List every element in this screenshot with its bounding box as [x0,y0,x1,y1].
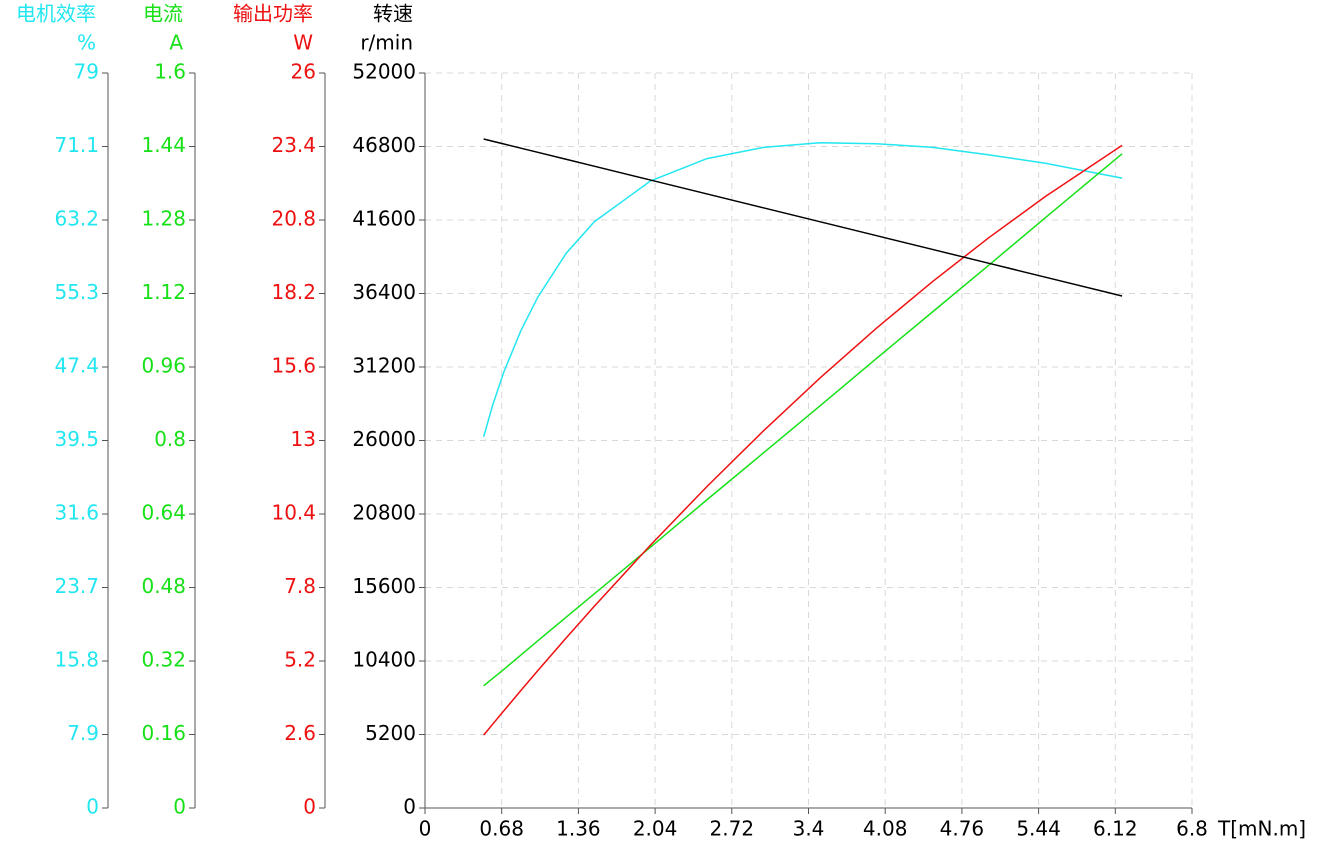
axis-unit: r/min [360,31,413,55]
y-tick-label: 0.8 [154,427,186,451]
y-tick-label: 15.8 [54,648,99,672]
x-tick-label: 1.36 [556,817,601,841]
y-tick-label: 23.4 [271,133,316,157]
y-tick-label: 0.64 [141,501,186,525]
y-tick-label: 79 [74,60,99,84]
y-tick-label: 47.4 [54,354,99,378]
y-tick-label: 26 [291,60,316,84]
x-tick-label: 6.12 [1093,817,1138,841]
y-tick-label: 15600 [352,574,416,598]
y-tick-label: 0 [403,795,416,819]
y-tick-label: 2.6 [284,721,316,745]
y-tick-label: 0 [173,795,186,819]
y-tick-label: 0.32 [141,648,186,672]
y-tick-label: 20800 [352,501,416,525]
series-line [483,153,1123,687]
y-tick-label: 0 [303,795,316,819]
y-tick-label: 15.6 [271,354,316,378]
y-tick-label: 31.6 [54,501,99,525]
x-tick-label: 3.4 [793,817,825,841]
x-tick-label: 2.72 [710,817,755,841]
y-tick-label: 1.28 [141,207,186,231]
axis-title: 转速 [373,2,413,26]
y-tick-label: 1.12 [141,280,186,304]
axis-unit: % [77,31,96,55]
y-tick-label: 0.16 [141,721,186,745]
y-tick-label: 0 [86,795,99,819]
y-tick-label: 52000 [352,60,416,84]
x-tick-label: 2.04 [633,817,678,841]
y-tick-label: 5.2 [284,648,316,672]
y-tick-label: 23.7 [54,574,99,598]
y-tick-label: 7.8 [284,574,316,598]
series-line [483,144,1123,736]
x-axis-label: T[mN.m] [1217,817,1306,841]
y-tick-label: 1.44 [141,133,186,157]
y-tick-label: 36400 [352,280,416,304]
series-line [482,142,1123,437]
axis-title: 电流 [143,2,183,26]
y-tick-label: 71.1 [54,133,99,157]
y-tick-label: 5200 [365,721,416,745]
y-tick-label: 1.6 [154,60,186,84]
x-tick-label: 4.08 [863,817,908,841]
x-tick-label: 0 [419,817,432,841]
axis-unit: W [293,31,313,55]
y-tick-label: 7.9 [67,721,99,745]
y-tick-label: 13 [291,427,316,451]
y-tick-label: 55.3 [54,280,99,304]
y-tick-label: 0.48 [141,574,186,598]
y-tick-label: 63.2 [54,207,99,231]
y-tick-label: 10400 [352,648,416,672]
y-tick-label: 31200 [352,354,416,378]
x-tick-label: 6.8 [1176,817,1208,841]
y-tick-label: 26000 [352,427,416,451]
axis-title: 电机效率 [16,2,96,26]
y-tick-label: 41600 [352,207,416,231]
x-tick-label: 0.68 [479,817,524,841]
y-tick-label: 10.4 [271,501,316,525]
x-tick-label: 5.44 [1016,817,1061,841]
y-tick-label: 0.96 [141,354,186,378]
y-tick-label: 46800 [352,133,416,157]
x-tick-label: 4.76 [940,817,985,841]
y-tick-label: 18.2 [271,280,316,304]
series-line [483,138,1123,297]
axis-title: 输出功率 [233,2,313,26]
y-tick-label: 39.5 [54,427,99,451]
axis-unit: A [169,31,183,55]
y-tick-label: 20.8 [271,207,316,231]
